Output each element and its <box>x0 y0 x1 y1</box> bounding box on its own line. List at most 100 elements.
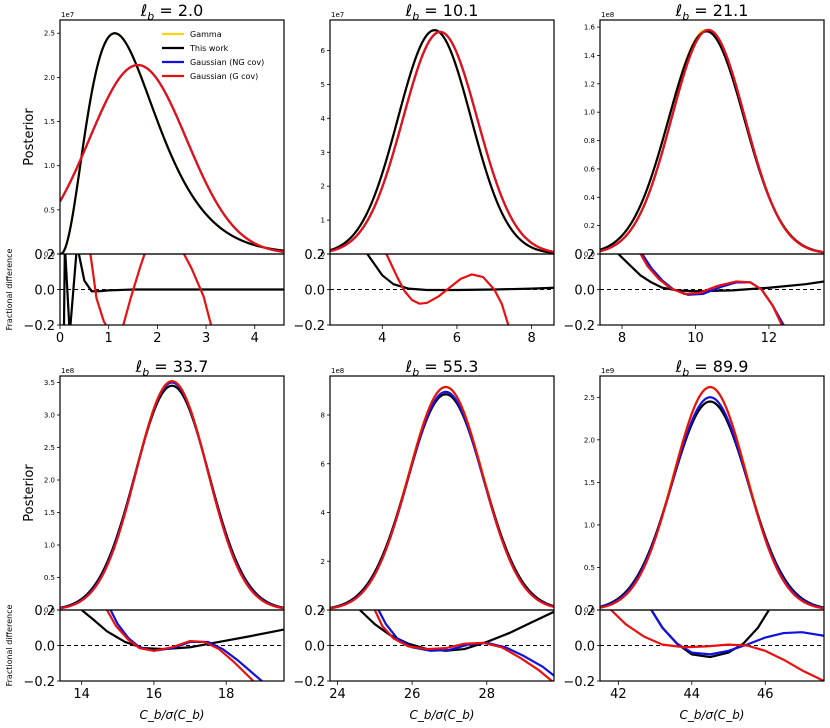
x-tick-label: 2 <box>153 331 161 346</box>
series-line-this-work <box>60 384 284 609</box>
series-line-this-work <box>330 29 554 254</box>
frac-line <box>377 610 554 677</box>
series-line-gamma <box>60 380 284 610</box>
x-tick-label: 4 <box>251 331 259 346</box>
title-subscript: b <box>682 10 689 23</box>
y-exponent: 1e8 <box>61 367 74 375</box>
legend-entry: Gamma <box>190 30 222 39</box>
y-tick-label: 0.2 <box>584 222 595 230</box>
legend-entry: Gaussian (NG cov) <box>190 58 264 67</box>
y-tick-label: 0.5 <box>44 574 55 582</box>
title-value: = 55.3 <box>419 357 478 376</box>
frac-line <box>182 254 213 325</box>
legend: Gamma This work Gaussian (NG cov) Gaussian … <box>162 30 264 81</box>
x-tick-label: 16 <box>146 687 163 702</box>
title-subscript: b <box>412 10 419 23</box>
x-axis-label: C_b/σ(C_b) <box>139 708 204 722</box>
y-tick-label: 1.5 <box>44 509 55 517</box>
y-tick-label: 1.2 <box>584 80 595 88</box>
frac-y-tick-label: 0.0 <box>574 640 595 655</box>
frac-line <box>385 254 510 325</box>
frac-y-tick-label: 0.0 <box>34 284 55 299</box>
y-tick-label: 0.0 <box>584 607 595 615</box>
panel-title: ℓb = 33.7 <box>135 357 209 379</box>
frac-curves <box>610 610 824 681</box>
y-tick-label: 8 <box>321 412 325 420</box>
title-value: = 10.1 <box>419 1 478 20</box>
frac-curves <box>366 254 554 325</box>
y-tick-label: 2.5 <box>584 394 595 402</box>
frac-curves <box>62 254 284 325</box>
panel-title: ℓb = 2.0 <box>140 1 204 23</box>
series-line-this-work <box>60 32 284 254</box>
x-tick-label: 44 <box>684 687 701 702</box>
y-tick-label: 2 <box>321 558 325 566</box>
y-tick-label: 2.5 <box>44 30 55 38</box>
y-tick-label: 2.0 <box>44 477 55 485</box>
y-tick-label: 1.5 <box>584 479 595 487</box>
frac-axis-label: Fractional difference <box>5 605 14 687</box>
posterior-curves <box>330 385 554 610</box>
y-exponent: 1e7 <box>61 11 74 19</box>
x-tick-label: 6 <box>453 331 461 346</box>
panel-title: ℓb = 89.9 <box>675 357 749 379</box>
x-tick-label: 26 <box>404 687 421 702</box>
title-subscript: b <box>142 366 149 379</box>
y-tick-label: 0.6 <box>584 165 596 173</box>
posterior-curves <box>60 32 284 254</box>
y-tick-label: 2.0 <box>44 74 55 82</box>
panel-title: ℓb = 55.3 <box>405 357 479 379</box>
series-line-gaussian-g-cov- <box>60 380 284 610</box>
posterior-curves <box>600 28 824 254</box>
panel-4: ℓb = 33.7 0.0 0.5 1.0 1.5 2.0 2.5 3.0 3.5 1e8 −0.2… <box>5 357 285 722</box>
frac-y-tick-label: 0.2 <box>304 248 325 263</box>
frac-y-tick-label: 0.0 <box>574 284 595 299</box>
frac-y-tick-label: 0.2 <box>34 604 55 619</box>
frac-y-tick-label: 0.2 <box>574 248 595 263</box>
panel-1: ℓb = 2.00.00.51.01.52.02.51e7−0.20.00.20… <box>5 1 285 346</box>
series-line-gaussian-g-cov- <box>600 28 824 254</box>
y-tick-label: 2.5 <box>44 444 55 452</box>
title-subscript: b <box>682 366 689 379</box>
frac-y-tick-label: 0.0 <box>304 640 325 655</box>
series-line-gaussian-g-cov- <box>330 30 554 253</box>
y-tick-label: 0.0 <box>44 607 55 615</box>
y-tick-label: 0 <box>321 607 325 615</box>
y-exponent: 1e9 <box>601 367 614 375</box>
frac-y-tick-label: 0.0 <box>34 640 55 655</box>
title-subscript: b <box>147 10 154 23</box>
legend-entry: This work <box>189 44 229 53</box>
x-tick-label: 46 <box>757 687 774 702</box>
posterior-curves <box>600 385 824 610</box>
y-tick-label: 6 <box>321 460 326 468</box>
legend-entry: Gaussian (G cov) <box>190 72 258 81</box>
title-value: = 21.1 <box>689 1 748 20</box>
y-tick-label: 3.0 <box>44 412 55 420</box>
frac-y-tick-label: 0.0 <box>304 284 325 299</box>
frac-curves <box>80 610 284 681</box>
title-ell: ℓ <box>405 357 413 376</box>
title-ell: ℓ <box>675 1 683 20</box>
y-tick-label: 2.0 <box>584 436 595 444</box>
title-subscript: b <box>412 366 419 379</box>
posterior-curves <box>60 380 284 610</box>
y-tick-label: 0.5 <box>44 206 55 214</box>
x-tick-label: 0 <box>56 331 64 346</box>
y-tick-label: 1.4 <box>584 52 596 60</box>
main-axes-frame <box>59 375 285 611</box>
y-tick-label: 4 <box>321 115 326 123</box>
y-tick-label: 0.0 <box>44 251 55 259</box>
series-line-gamma <box>600 385 824 610</box>
frac-curves <box>617 254 824 325</box>
y-tick-label: 1 <box>321 217 325 225</box>
x-tick-label: 8 <box>618 331 626 346</box>
series-line-this-work <box>600 30 824 254</box>
y-tick-label: 6 <box>321 47 326 55</box>
series-line-gaussian-ng-cov- <box>330 390 554 610</box>
frac-y-tick-label: −0.2 <box>293 675 325 690</box>
frac-line <box>122 254 146 325</box>
frac-y-tick-label: −0.2 <box>23 675 55 690</box>
y-tick-label: 0.0 <box>584 251 595 259</box>
